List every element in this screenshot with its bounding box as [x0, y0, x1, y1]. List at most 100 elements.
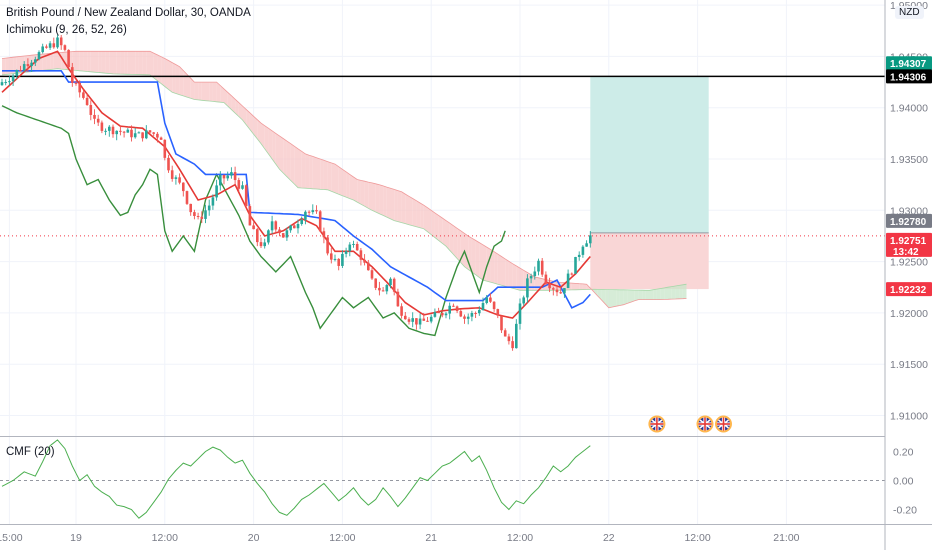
candle-body [119, 130, 122, 132]
candle-body [256, 229, 259, 243]
candle-body [100, 122, 104, 131]
cloud-segment [153, 53, 158, 81]
stop-price-tag[interactable] [886, 282, 932, 297]
cloud-segment [101, 51, 106, 74]
candle-body [41, 46, 44, 53]
time-tick-label[interactable]: 21:00 [773, 532, 799, 544]
events[interactable] [648, 415, 732, 433]
cloud-segment [508, 261, 513, 289]
cloud-segment [298, 148, 302, 188]
candle-body [370, 270, 374, 279]
cloud-segment [87, 51, 91, 72]
cloud-segment [120, 51, 125, 75]
candle-body [145, 130, 148, 139]
grid [0, 0, 885, 524]
cloud-segment [505, 258, 509, 288]
time-tick-label[interactable]: 12:00 [684, 532, 710, 544]
uk-flag-icon[interactable] [715, 415, 732, 433]
cloud-segment [682, 284, 687, 299]
cloud-segment [390, 188, 395, 221]
time-tick-label[interactable]: 15:00 [0, 532, 23, 544]
cloud-segment [360, 180, 365, 207]
chart-legend: British Pound / New Zealand Dollar, 30, … [6, 7, 251, 19]
cloud-segment [571, 283, 576, 290]
cmf-tick-label: 0.20 [893, 447, 914, 459]
cloud-segment [627, 289, 631, 304]
cloud-segment [446, 220, 450, 251]
cloud-segment [201, 82, 206, 101]
candle-body [448, 305, 451, 314]
price-tick-label: 1.91000 [890, 410, 928, 422]
time-tick-label[interactable]: 12:00 [507, 532, 533, 544]
candle-body [8, 81, 11, 83]
candle-body [148, 130, 152, 133]
candle-body [285, 230, 289, 238]
candle-body [56, 37, 59, 48]
candle-body [137, 132, 141, 134]
price-tick-label: 1.91500 [890, 359, 928, 371]
price-tick-label: 1.93500 [890, 154, 928, 166]
cloud-segment [675, 285, 680, 299]
candle-body [304, 211, 307, 220]
candle-body [452, 305, 455, 307]
cloud-segment [150, 51, 154, 78]
candle-body [48, 43, 52, 48]
time-tick-label[interactable]: 22 [603, 532, 615, 544]
cloud-segment [172, 62, 176, 94]
cloud-segment [76, 51, 80, 71]
candle-body [367, 262, 370, 271]
uk-flag-icon[interactable] [696, 415, 714, 433]
cloud-segment [612, 289, 617, 307]
candle-body [108, 126, 111, 131]
candle-body [355, 243, 359, 251]
cloud-segment [671, 286, 676, 300]
cloud-segment [653, 289, 657, 300]
candle-body [71, 67, 74, 83]
cloud-segment [323, 160, 328, 190]
candle-body [130, 129, 133, 138]
currency-badge[interactable]: NZD [895, 6, 924, 19]
cloud-segment [412, 198, 417, 227]
time-tick-label[interactable]: 20 [248, 532, 260, 544]
indicator-legend[interactable]: Ichimoku (9, 26, 52, 26) [6, 24, 127, 36]
candle-body [585, 243, 588, 247]
time-tick-label[interactable]: 19 [70, 532, 82, 544]
candle-body [489, 297, 492, 302]
candle-body [267, 230, 270, 243]
line-price-tag[interactable] [886, 69, 932, 84]
target-zone[interactable] [590, 76, 709, 233]
cloud-segment [431, 210, 435, 238]
stop-zone[interactable] [590, 232, 709, 290]
candle-body [459, 311, 463, 317]
cloud-segment [316, 157, 321, 190]
cloud-segment [349, 174, 354, 201]
candle-body [37, 52, 41, 60]
cloud-segment [575, 283, 580, 290]
candle-body [481, 303, 485, 311]
cmf-legend[interactable]: CMF (20) [6, 446, 55, 458]
time-tick-label[interactable]: 12:00 [152, 532, 178, 544]
time-tick-label[interactable]: 12:00 [329, 532, 355, 544]
candle-body [200, 216, 204, 219]
candle-body [555, 289, 559, 293]
cloud-segment [379, 184, 384, 216]
candle-body [455, 306, 459, 312]
last-price-tag[interactable] [886, 232, 932, 257]
candle-body [233, 172, 237, 181]
cmf-tick-label: 0.00 [893, 476, 914, 488]
candle-body [348, 244, 352, 252]
position-zones[interactable] [590, 76, 709, 290]
target-price-tag[interactable] [886, 56, 932, 71]
candle-body [389, 278, 392, 286]
candle-body [74, 82, 78, 84]
cloud-segment [50, 53, 54, 70]
uk-flag-icon[interactable] [648, 415, 666, 433]
cloud-segment [309, 155, 313, 189]
candle-body [400, 306, 403, 316]
candle-body [426, 320, 429, 322]
entry-price-tag[interactable] [886, 213, 932, 228]
time-tick-label[interactable]: 21 [425, 532, 437, 544]
cloud-segment [249, 112, 254, 135]
cloud-segment [582, 283, 587, 290]
